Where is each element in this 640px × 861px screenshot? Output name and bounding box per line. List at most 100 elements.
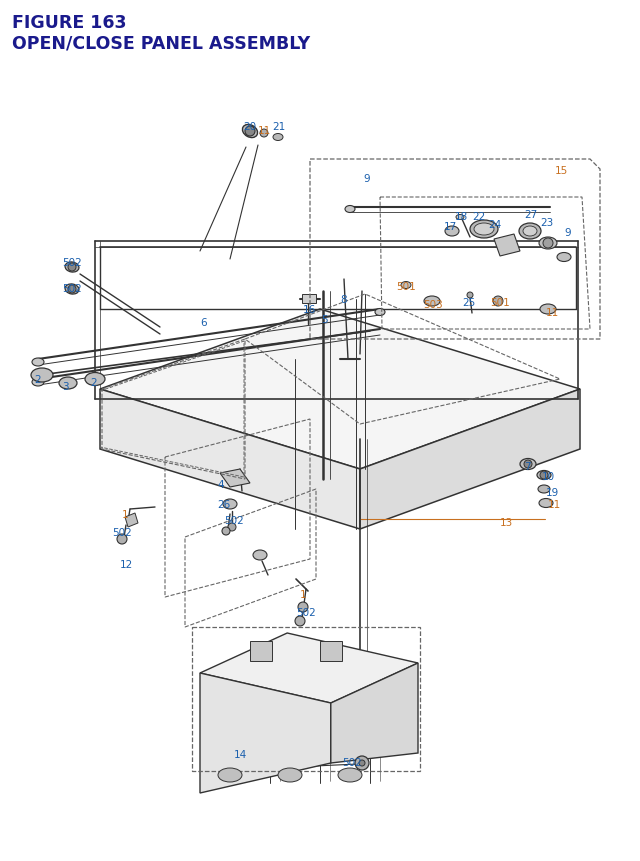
Text: 11: 11 [546,307,559,318]
Text: 14: 14 [234,749,247,759]
Ellipse shape [539,238,557,250]
Text: 12: 12 [120,560,133,569]
Text: 13: 13 [500,517,513,528]
Text: 11: 11 [258,126,271,136]
Ellipse shape [243,126,257,139]
Circle shape [524,461,532,468]
Ellipse shape [85,373,105,386]
Polygon shape [200,633,418,703]
Polygon shape [125,513,138,528]
Text: OPEN/CLOSE PANEL ASSEMBLY: OPEN/CLOSE PANEL ASSEMBLY [12,34,310,52]
Text: 8: 8 [340,294,347,305]
Polygon shape [360,389,580,530]
Ellipse shape [537,471,551,480]
Ellipse shape [65,285,79,294]
Ellipse shape [65,263,79,273]
Text: 17: 17 [444,222,457,232]
Polygon shape [200,673,331,793]
Circle shape [260,130,268,138]
Text: 1: 1 [122,510,129,519]
Circle shape [355,756,369,770]
Ellipse shape [273,134,283,141]
Text: 11: 11 [548,499,561,510]
Text: 21: 21 [272,122,285,132]
Circle shape [68,263,76,272]
Text: 23: 23 [540,218,553,228]
Ellipse shape [424,297,440,307]
Polygon shape [302,294,316,304]
Ellipse shape [31,369,53,382]
Text: 18: 18 [455,212,468,222]
Ellipse shape [345,207,355,214]
Text: 503: 503 [423,300,443,310]
Polygon shape [100,310,580,469]
Ellipse shape [32,379,44,387]
Circle shape [359,760,365,766]
Polygon shape [331,663,418,763]
Ellipse shape [338,768,362,782]
Circle shape [493,297,503,307]
Text: 2: 2 [34,375,40,385]
Polygon shape [320,641,342,661]
Text: 502: 502 [224,516,244,525]
Ellipse shape [278,768,302,782]
Ellipse shape [520,459,536,470]
Text: 501: 501 [396,282,416,292]
Text: 502: 502 [112,528,132,537]
Circle shape [295,616,305,626]
Text: 9: 9 [363,174,370,183]
Polygon shape [494,235,520,257]
Ellipse shape [470,220,498,238]
Text: 6: 6 [200,318,207,328]
Text: 502: 502 [62,283,82,294]
Ellipse shape [523,226,537,237]
Ellipse shape [519,224,541,239]
Ellipse shape [540,305,556,314]
Text: 27: 27 [524,210,537,220]
Ellipse shape [59,378,77,389]
Text: 7: 7 [524,461,531,472]
Text: 26: 26 [217,499,230,510]
Text: 502: 502 [62,257,82,268]
Circle shape [298,603,308,612]
Text: 1: 1 [300,589,307,599]
Text: FIGURE 163: FIGURE 163 [12,14,127,32]
Ellipse shape [223,499,237,510]
Circle shape [245,127,255,137]
Text: 25: 25 [462,298,476,307]
Ellipse shape [218,768,242,782]
Text: 10: 10 [542,472,555,481]
Text: 16: 16 [303,305,316,314]
Ellipse shape [456,215,464,220]
Circle shape [68,286,76,294]
Ellipse shape [401,282,411,289]
Text: 24: 24 [488,220,501,230]
Text: 9: 9 [564,228,571,238]
Circle shape [228,523,236,531]
Text: 22: 22 [472,212,485,222]
Ellipse shape [445,226,459,237]
Circle shape [540,472,548,480]
Ellipse shape [474,224,494,236]
Text: 2: 2 [90,378,97,387]
Text: 5: 5 [321,314,328,325]
Text: 502: 502 [296,607,316,617]
Text: 4: 4 [217,480,223,489]
Circle shape [467,293,473,299]
Circle shape [543,238,553,249]
Ellipse shape [557,253,571,263]
Text: 19: 19 [546,487,559,498]
Polygon shape [100,389,360,530]
Polygon shape [250,641,272,661]
Text: 502: 502 [342,757,362,767]
Text: 20: 20 [243,122,256,132]
Ellipse shape [375,309,385,316]
Ellipse shape [539,499,553,508]
Circle shape [222,528,230,536]
Ellipse shape [32,358,44,367]
Text: 15: 15 [555,166,568,176]
Text: 501: 501 [490,298,509,307]
Ellipse shape [538,486,550,493]
Ellipse shape [253,550,267,561]
Text: 3: 3 [62,381,68,392]
